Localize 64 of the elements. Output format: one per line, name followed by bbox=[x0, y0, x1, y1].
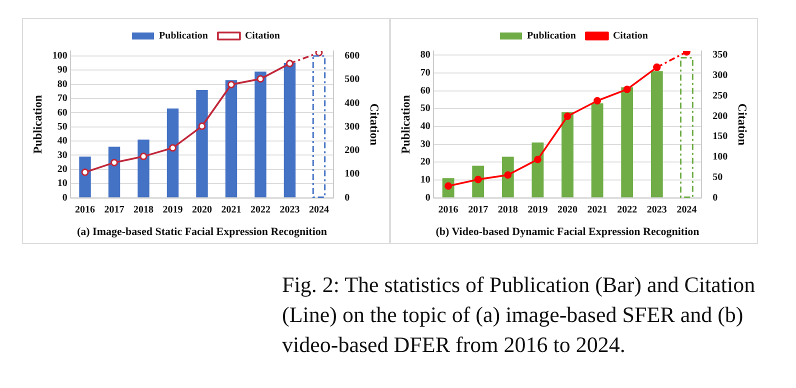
y-tick-label: 10 bbox=[57, 178, 68, 190]
y-tick-label: 0 bbox=[425, 192, 430, 204]
x-axis-title: (a) Image-based Static Facial Expression Recognition bbox=[76, 226, 328, 238]
x-tick-label: 2017 bbox=[104, 204, 124, 216]
x-tick-label: 2021 bbox=[587, 204, 608, 216]
y2-tick-label: 100 bbox=[712, 152, 728, 163]
y-tick-label: 70 bbox=[420, 68, 430, 79]
x-tick-label: 2019 bbox=[528, 204, 548, 216]
x-tick-label: 2021 bbox=[221, 204, 242, 216]
x-tick-label: 2017 bbox=[468, 204, 488, 216]
y-axis-title: Publication bbox=[398, 94, 412, 154]
x-tick-label: 2019 bbox=[162, 204, 183, 216]
y2-tick-label: 0 bbox=[712, 192, 718, 204]
y-tick-label: 70 bbox=[57, 93, 68, 104]
y-tick-label: 30 bbox=[420, 138, 430, 150]
y2-tick-label: 100 bbox=[344, 168, 360, 180]
y2-tick-label: 50 bbox=[712, 172, 723, 183]
y2-tick-label: 600 bbox=[344, 50, 360, 62]
y-tick-label: 100 bbox=[52, 50, 68, 62]
y2-tick-label: 200 bbox=[712, 110, 728, 122]
y-tick-label: 90 bbox=[57, 64, 68, 76]
y2-tick-label: 200 bbox=[344, 145, 360, 156]
y2-tick-label: 250 bbox=[712, 90, 728, 102]
y-tick-label: 20 bbox=[420, 156, 430, 168]
y-tick-label: 0 bbox=[62, 192, 68, 204]
y-tick-label: 60 bbox=[420, 85, 430, 96]
y2-tick-label: 500 bbox=[344, 74, 360, 86]
y2-tick-label: 150 bbox=[712, 131, 728, 142]
y2-tick-label: 300 bbox=[344, 121, 360, 132]
y2-axis-title: Citation bbox=[368, 103, 382, 146]
x-tick-label: 2024 bbox=[308, 204, 329, 216]
x-tick-label: 2022 bbox=[250, 204, 270, 216]
x-tick-label: 2024 bbox=[676, 204, 697, 216]
legend-label: Publication bbox=[159, 30, 208, 42]
y-tick-label: 60 bbox=[57, 107, 68, 118]
y2-axis-title: Citation bbox=[736, 103, 750, 146]
legend-label: Citation bbox=[612, 30, 648, 42]
y-axis-title: Publication bbox=[30, 94, 44, 154]
legend-label: Citation bbox=[244, 30, 280, 42]
x-tick-label: 2016 bbox=[75, 204, 96, 216]
y-tick-label: 30 bbox=[57, 150, 68, 161]
y-tick-label: 20 bbox=[57, 164, 68, 176]
x-tick-label: 2018 bbox=[134, 204, 154, 216]
x-tick-label: 2018 bbox=[498, 204, 518, 216]
legend-label: Publication bbox=[527, 30, 576, 42]
y2-tick-label: 400 bbox=[344, 98, 360, 109]
y-tick-label: 40 bbox=[57, 136, 68, 147]
y2-tick-label: 350 bbox=[712, 50, 728, 61]
y-tick-label: 50 bbox=[57, 121, 68, 132]
y-tick-label: 80 bbox=[57, 78, 68, 90]
x-tick-label: 2023 bbox=[646, 204, 667, 216]
caption: Fig. 2: The statistics of Publication (Bar) and Citation (Line) on the topic of (a) image-based SFER and (b) video-based DFER from 2016 to 2024. bbox=[282, 271, 756, 359]
y-tick-label: 80 bbox=[420, 50, 430, 61]
x-tick-label: 2022 bbox=[617, 204, 638, 216]
x-tick-label: 2020 bbox=[192, 204, 212, 216]
y2-tick-label: 0 bbox=[344, 192, 350, 204]
x-tick-label: 2016 bbox=[438, 204, 458, 216]
x-axis-title: (b) Video-based Dynamic Facial Expression Recognition bbox=[436, 226, 700, 238]
x-tick-label: 2020 bbox=[558, 204, 578, 216]
y2-tick-label: 300 bbox=[712, 70, 728, 82]
y-tick-label: 40 bbox=[420, 121, 430, 132]
x-tick-label: 2023 bbox=[280, 204, 300, 216]
y-tick-label: 50 bbox=[420, 103, 430, 114]
y-tick-label: 10 bbox=[420, 174, 430, 186]
